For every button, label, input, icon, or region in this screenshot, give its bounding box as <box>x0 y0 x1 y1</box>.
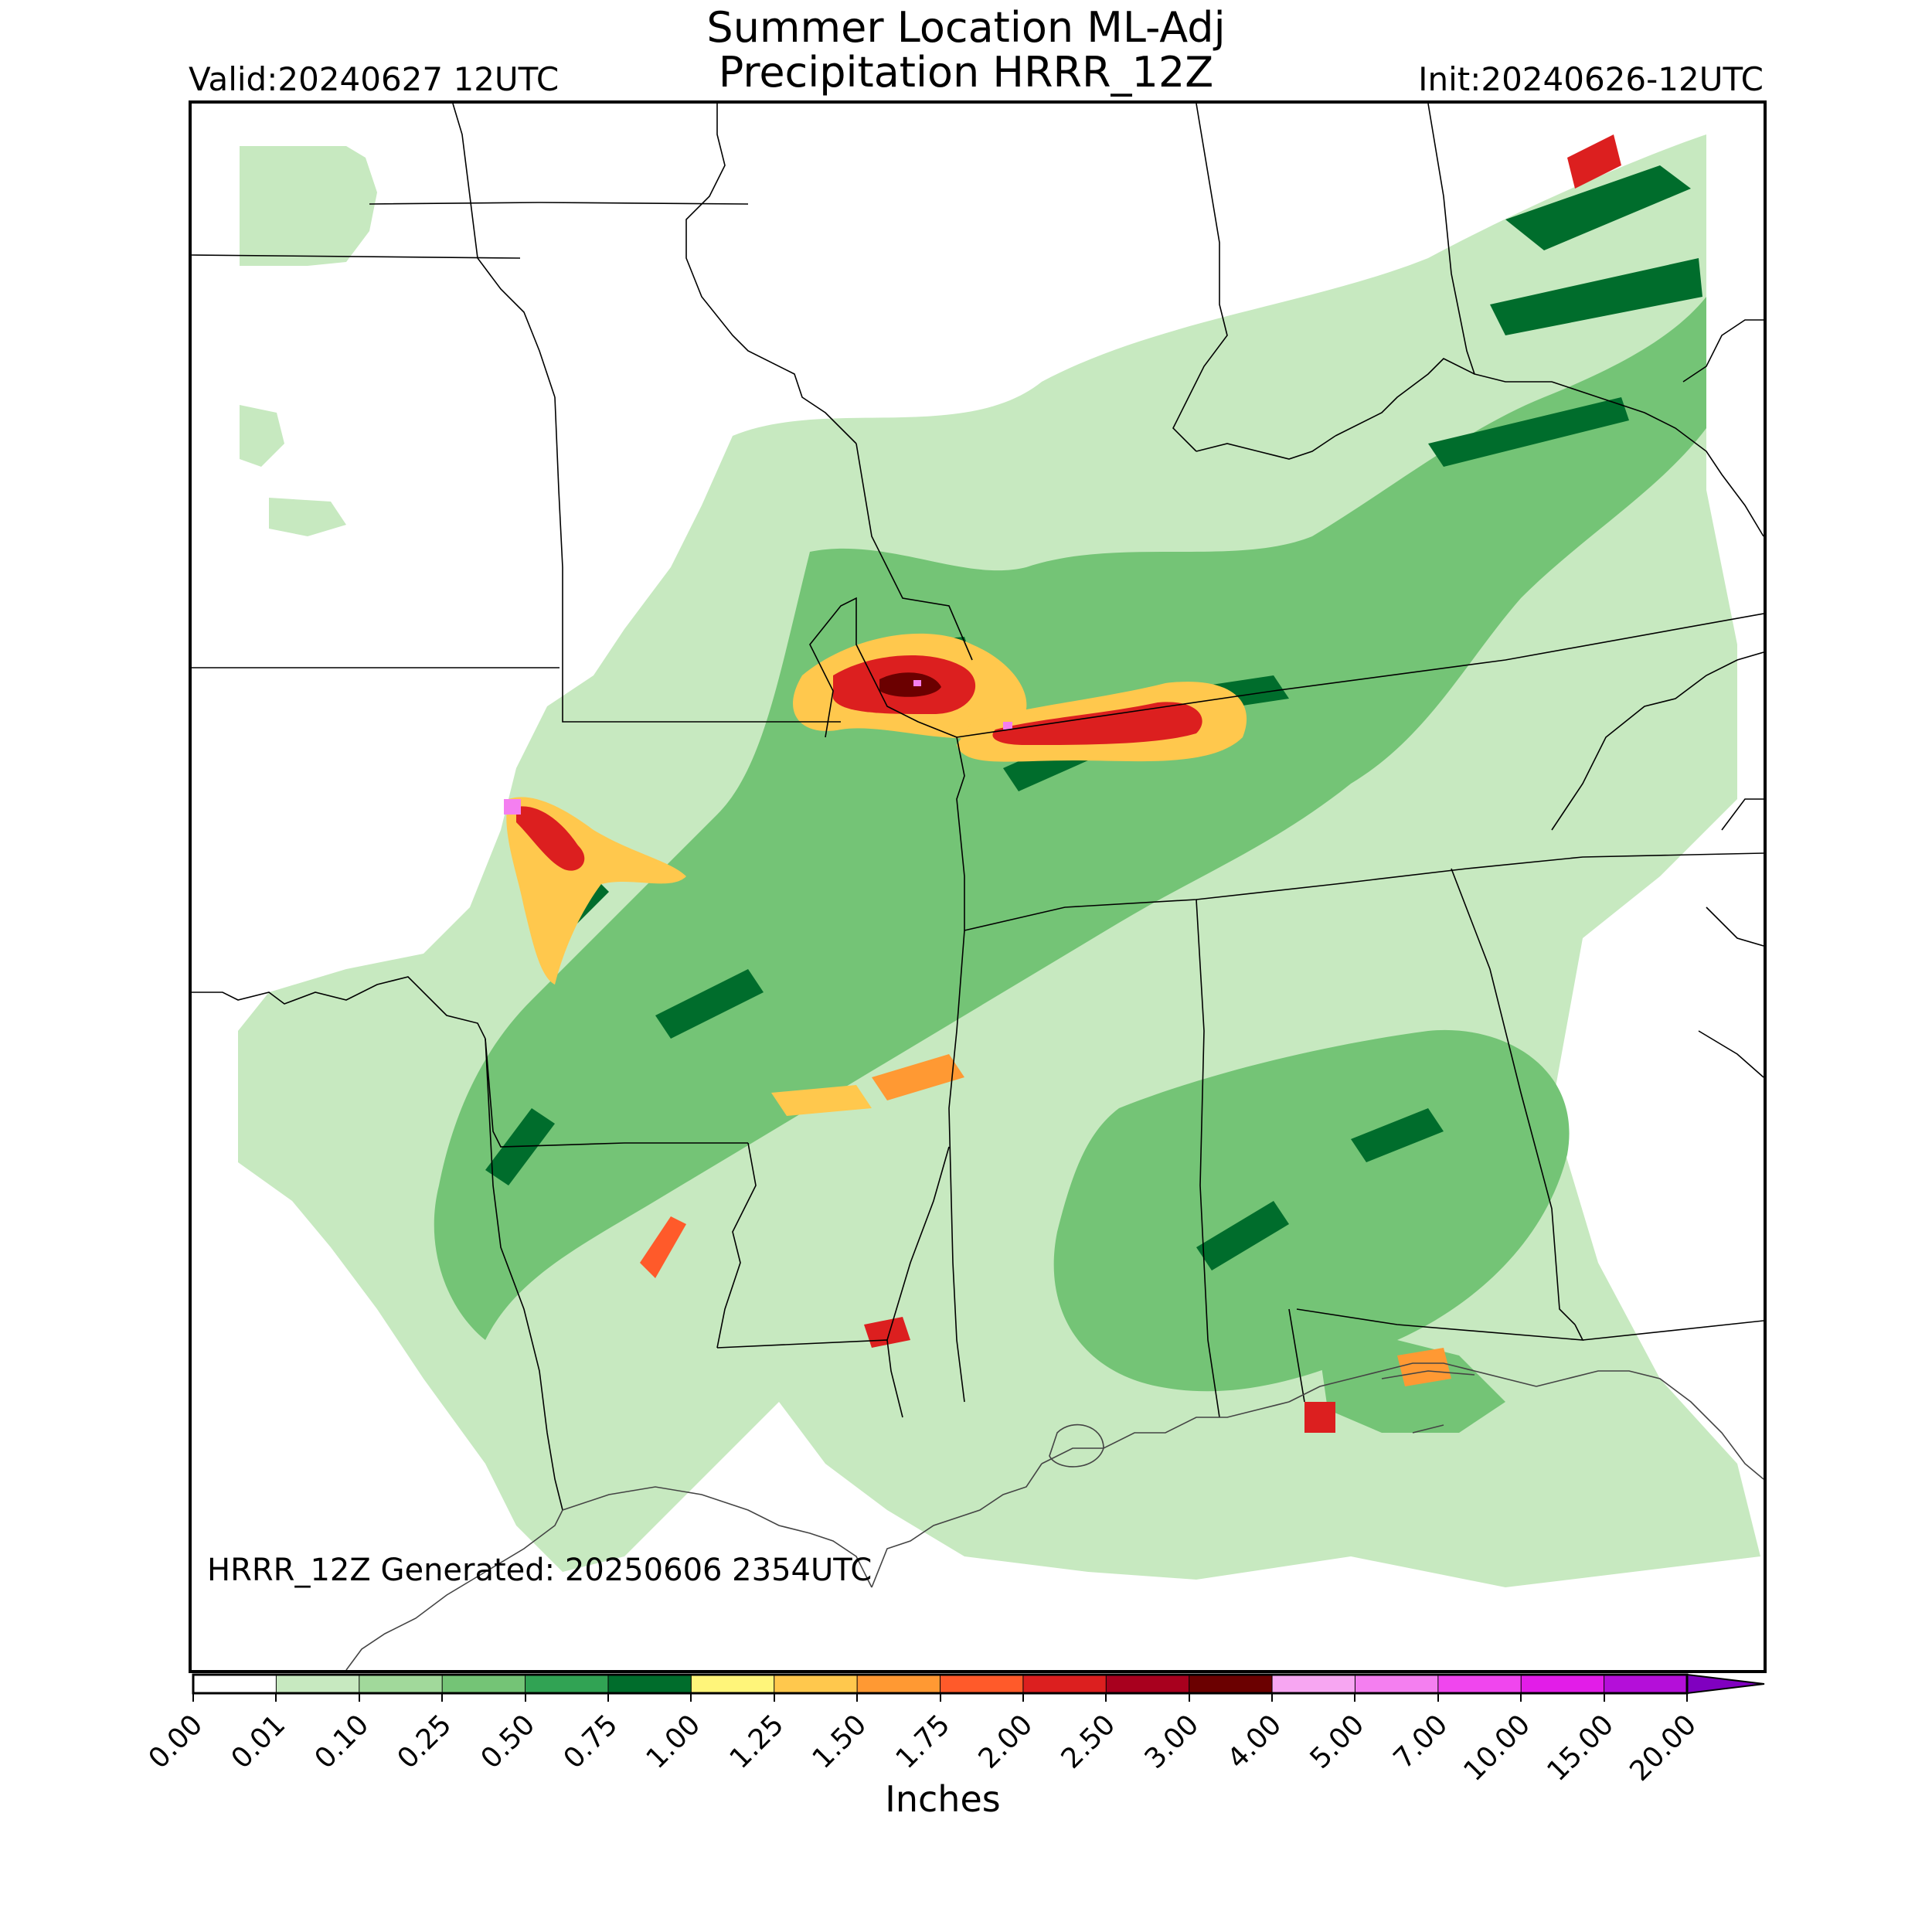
colorbar-tick-mark <box>1686 1694 1688 1702</box>
peak-pixel-ok <box>504 799 521 815</box>
colorbar-tick-mark <box>192 1694 194 1702</box>
colorbar-tick-label: 1.50 <box>806 1709 873 1775</box>
colorbar-cell <box>1189 1675 1273 1693</box>
colorbar-tick-mark <box>275 1694 277 1702</box>
colorbar-cell <box>857 1675 940 1693</box>
colorbar-cell <box>1437 1675 1522 1693</box>
colorbar-tick-label: 1.75 <box>889 1709 956 1775</box>
colorbar-tick-mark <box>524 1694 526 1702</box>
colorbar-cell <box>774 1675 858 1693</box>
colorbar-tick-label: 2.00 <box>972 1709 1039 1775</box>
precip-area-light-nw <box>240 146 377 266</box>
colorbar-tick-mark <box>690 1694 692 1702</box>
colorbar-cell <box>193 1675 277 1693</box>
colorbar-cells <box>193 1675 1688 1693</box>
colorbar-tick-mark <box>1603 1694 1605 1702</box>
heavy-spot-gulf2 <box>1397 1348 1451 1386</box>
colorbar-cell <box>1106 1675 1190 1693</box>
colorbar-tick-mark <box>1105 1694 1107 1702</box>
colorbar-tick-mark <box>441 1694 444 1702</box>
colorbar-tick-label: 3.00 <box>1138 1709 1205 1775</box>
heavy-band-ar <box>771 1085 872 1116</box>
colorbar-label: Inches <box>885 1778 1001 1820</box>
colorbar-tick-mark <box>773 1694 775 1702</box>
colorbar-tick-label: 20.00 <box>1624 1709 1703 1788</box>
colorbar-tick-label: 0.00 <box>142 1709 209 1775</box>
chart-title-line1: Summer Location ML-Adj <box>706 3 1226 52</box>
heavy-band-ms <box>872 1054 964 1100</box>
peak-pixel-mo <box>913 680 921 686</box>
colorbar-cell <box>1272 1675 1355 1693</box>
heavy-spot-gulf <box>1304 1402 1335 1433</box>
colorbar-tick-label: 1.25 <box>723 1709 791 1775</box>
heavy-band-ne <box>1567 134 1621 189</box>
colorbar-tick-mark <box>1437 1694 1439 1702</box>
colorbar-tick-mark <box>1354 1694 1356 1702</box>
colorbar-cell <box>525 1675 609 1693</box>
map-canvas <box>192 104 1764 1670</box>
precip-area-light-nw2 <box>240 405 346 536</box>
colorbar-cell <box>1521 1675 1605 1693</box>
precipitation-map <box>189 100 1767 1673</box>
peak-pixel-ky <box>1003 722 1012 730</box>
colorbar-tick-mark <box>358 1694 360 1702</box>
colorbar-cell <box>940 1675 1024 1693</box>
colorbar-tick-label: 0.75 <box>557 1709 624 1775</box>
colorbar-tick-mark <box>1022 1694 1024 1702</box>
colorbar-cell <box>607 1675 692 1693</box>
colorbar-cell <box>276 1675 360 1693</box>
colorbar-extend-arrow <box>1686 1673 1765 1695</box>
colorbar-tick-label: 0.10 <box>308 1709 376 1775</box>
precipitation-field <box>238 134 1760 1587</box>
colorbar-tick-mark <box>939 1694 941 1702</box>
colorbar-cell <box>1022 1675 1107 1693</box>
colorbar-cell <box>1355 1675 1439 1693</box>
colorbar-cell <box>442 1675 526 1693</box>
state-borders <box>192 104 1764 1511</box>
colorbar-tick-mark <box>607 1694 609 1702</box>
heavy-core-mo-center <box>879 672 941 697</box>
colorbar-tick-mark <box>1188 1694 1190 1702</box>
colorbar-tick-mark <box>856 1694 859 1702</box>
colorbar-outline <box>192 1673 1689 1695</box>
colorbar-cell <box>1604 1675 1688 1693</box>
colorbar-tick-label: 5.00 <box>1304 1709 1371 1775</box>
colorbar-tick-label: 1.00 <box>640 1709 707 1775</box>
colorbar-tick-label: 15.00 <box>1540 1709 1620 1788</box>
precip-area-mod-south <box>1053 1029 1570 1392</box>
heavy-band-ky-inner <box>992 702 1202 745</box>
colorbar-tick-label: 0.01 <box>226 1709 292 1775</box>
generated-timestamp: HRRR_12Z Generated: 20250606 2354UTC <box>207 1553 872 1588</box>
colorbar-tick-label: 2.50 <box>1055 1709 1122 1775</box>
colorbar-tick-label: 4.00 <box>1221 1709 1288 1775</box>
heavy-core-ok-inner <box>516 806 585 871</box>
precip-area-mod-gulf <box>1320 1340 1505 1433</box>
colorbar-tick-label: 7.00 <box>1387 1709 1454 1775</box>
heavy-band-tx <box>640 1216 686 1278</box>
colorbar-cell <box>691 1675 775 1693</box>
colorbar <box>192 1673 1765 1695</box>
colorbar-tick-label: 0.50 <box>474 1709 541 1775</box>
valid-time-label: Valid:20240627 12UTC <box>189 60 560 98</box>
coastline <box>345 1362 1764 1670</box>
init-time-label: Init:20240626-12UTC <box>1418 60 1764 98</box>
precip-area-mod <box>434 297 1706 1340</box>
colorbar-tick-mark <box>1520 1694 1522 1702</box>
colorbar-cell <box>359 1675 443 1693</box>
colorbar-tick-label: 10.00 <box>1458 1709 1537 1788</box>
colorbar-tick-label: 0.25 <box>391 1709 458 1775</box>
colorbar-tick-mark <box>1271 1694 1274 1702</box>
chart-title-line2: Precipitation HRRR_12Z <box>718 48 1214 97</box>
